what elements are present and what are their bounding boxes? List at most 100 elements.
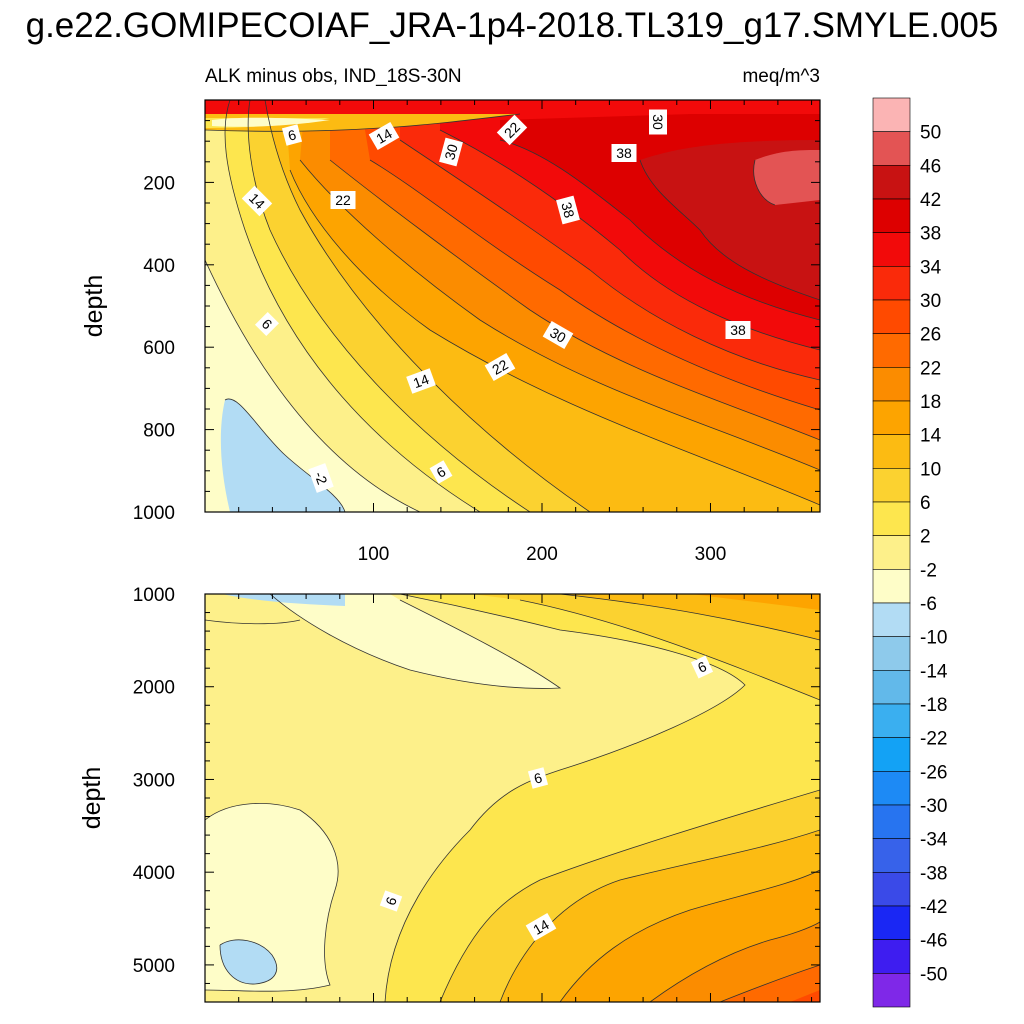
y-tick-label: 400 bbox=[143, 256, 175, 277]
colorbar-swatch bbox=[872, 703, 911, 738]
colorbar-label: 38 bbox=[920, 224, 941, 245]
colorbar-label: -42 bbox=[920, 897, 947, 918]
colorbar-label: 46 bbox=[920, 156, 941, 177]
y-tick-label: 1000 bbox=[133, 503, 175, 524]
colorbar-swatch bbox=[872, 165, 911, 200]
upper-contour-lines bbox=[205, 100, 820, 512]
contour-label: 22 bbox=[330, 191, 356, 209]
axis-tick-labels: 100 200 300 200 400 600 800 1000 1000 2000 3000 400… bbox=[133, 173, 727, 977]
colorbar-swatch bbox=[872, 670, 911, 705]
y-tick-label: 1000 bbox=[133, 585, 175, 606]
axis-ticks bbox=[205, 99, 820, 1003]
colorbar-label: 6 bbox=[920, 493, 931, 514]
contour-label: 6 bbox=[690, 655, 714, 679]
colorbar-swatch bbox=[872, 973, 911, 1008]
colorbar-swatch bbox=[872, 131, 911, 166]
colorbar-swatch bbox=[872, 232, 911, 267]
svg-text:30: 30 bbox=[441, 142, 461, 161]
y-tick-label: 3000 bbox=[133, 770, 175, 791]
colorbar-label: 50 bbox=[920, 123, 941, 144]
contour-label: -2 bbox=[308, 463, 334, 493]
contour-label: 14 bbox=[241, 185, 273, 217]
contour-label: 6 bbox=[429, 460, 453, 484]
contour-label: 14 bbox=[525, 912, 557, 942]
colorbar-swatch bbox=[872, 333, 911, 368]
svg-text:6: 6 bbox=[286, 126, 298, 144]
colorbar-swatch bbox=[872, 97, 911, 132]
colorbar-label: 30 bbox=[920, 291, 941, 312]
colorbar-swatch bbox=[872, 266, 911, 301]
contour-label: 22 bbox=[496, 114, 528, 146]
svg-text:38: 38 bbox=[730, 322, 746, 338]
svg-text:14: 14 bbox=[530, 916, 552, 938]
colorbar-label: -10 bbox=[920, 628, 947, 649]
svg-text:38: 38 bbox=[616, 145, 632, 161]
chart-units: meq/m^3 bbox=[742, 66, 820, 87]
colorbar-label: -46 bbox=[920, 931, 947, 952]
contour-label: 38 bbox=[556, 195, 580, 225]
colorbar-swatch bbox=[872, 367, 911, 402]
contour-label: 22 bbox=[484, 352, 516, 382]
colorbar-label: 34 bbox=[920, 257, 942, 278]
colorbar-swatch bbox=[872, 602, 911, 637]
colorbar-label: 2 bbox=[920, 527, 931, 548]
colorbar-label: 10 bbox=[920, 459, 941, 480]
y-tick-label: 800 bbox=[143, 421, 175, 442]
svg-text:38: 38 bbox=[558, 200, 578, 219]
lower-panel-fills bbox=[205, 594, 820, 1002]
contour-label: 30 bbox=[439, 137, 463, 167]
y-tick-label: 600 bbox=[143, 338, 175, 359]
colorbar-swatch bbox=[872, 771, 911, 806]
chart-title: g.e22.GOMIPECOIAF_JRA-1p4-2018.TL319_g17… bbox=[25, 6, 999, 45]
colorbar-label: -50 bbox=[920, 964, 947, 985]
y-tick-label: 200 bbox=[143, 173, 175, 194]
colorbar-swatch bbox=[872, 535, 911, 570]
y-tick-label: 5000 bbox=[133, 956, 175, 977]
colorbar-swatch bbox=[872, 569, 911, 604]
colorbar-label: 26 bbox=[920, 325, 941, 346]
lower-y-axis-label: depth bbox=[78, 767, 106, 830]
contour-labels: 6 14 22 30 30 38 14 22 38 38 6 30 22 14 6 -2 6 6 6 14 bbox=[241, 109, 751, 942]
colorbar-swatch bbox=[872, 838, 911, 873]
colorbar-swatch bbox=[872, 468, 911, 503]
colorbar: 50 46 42 38 34 30 26 22 18 14 10 6 2 -2 -6 -10 -14 -18 -22… bbox=[872, 97, 948, 1008]
x-tick-label: 200 bbox=[526, 544, 558, 565]
y-tick-label: 2000 bbox=[133, 678, 175, 699]
contour-label: 6 bbox=[527, 767, 549, 789]
contour-label: 6 bbox=[379, 890, 403, 912]
colorbar-label: 22 bbox=[920, 358, 941, 379]
colorbar-swatch bbox=[872, 905, 911, 940]
colorbar-label: -2 bbox=[920, 560, 937, 581]
x-tick-label: 100 bbox=[358, 544, 390, 565]
colorbar-label: 14 bbox=[920, 426, 942, 447]
contour-label: 14 bbox=[368, 121, 400, 151]
contour-label: 6 bbox=[281, 124, 303, 146]
colorbar-label: -26 bbox=[920, 762, 947, 783]
svg-text:-2: -2 bbox=[311, 469, 330, 486]
colorbar-swatch bbox=[872, 198, 911, 233]
svg-text:6: 6 bbox=[532, 769, 544, 787]
upper-panel-fills bbox=[205, 100, 820, 512]
colorbar-swatch bbox=[872, 299, 911, 334]
svg-text:30: 30 bbox=[650, 114, 666, 130]
contour-label: 30 bbox=[649, 109, 667, 135]
colorbar-swatch bbox=[872, 400, 911, 435]
contour-label: 38 bbox=[725, 321, 751, 339]
contour-label: 6 bbox=[254, 311, 280, 337]
svg-text:14: 14 bbox=[411, 371, 431, 391]
colorbar-swatch bbox=[872, 434, 911, 469]
contour-label: 38 bbox=[611, 144, 637, 162]
chart-subtitle-left: ALK minus obs, IND_18S-30N bbox=[205, 66, 462, 87]
upper-y-axis-label: depth bbox=[80, 275, 108, 338]
colorbar-swatch bbox=[872, 804, 911, 839]
contour-label: 14 bbox=[406, 368, 436, 394]
colorbar-label: -14 bbox=[920, 661, 948, 682]
colorbar-label: 18 bbox=[920, 392, 941, 413]
colorbar-label: -6 bbox=[920, 594, 937, 615]
colorbar-swatch bbox=[872, 636, 911, 671]
contour-label: 30 bbox=[542, 320, 574, 350]
lower-contour-lines bbox=[205, 594, 820, 1002]
colorbar-swatch bbox=[872, 939, 911, 974]
svg-text:30: 30 bbox=[547, 324, 569, 346]
